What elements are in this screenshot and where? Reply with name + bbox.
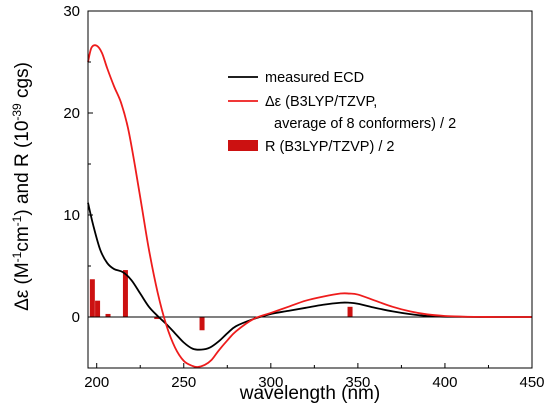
x-axis-label: wavelength (nm) [239,383,380,404]
y-axis-label-part: cgs) [12,62,33,103]
rotational-strength-bar [347,306,353,317]
legend-label-bars: R (B3LYP/TZVP) / 2 [265,139,394,155]
y-tick-label: 30 [63,3,80,20]
y-axis-label-superscript: -1 [10,215,24,226]
legend: measured ECD Δε (B3LYP/TZVP, average of 8 … [228,70,456,155]
legend-label-calculated-cont: average of 8 conformers) / 2 [274,116,456,132]
y-tick-label: 20 [63,105,80,122]
rotational-strength-bar [89,279,95,317]
y-axis-label-superscript: -1 [10,251,24,262]
y-axis-label: Δε (M-1cm-1) and R (10-39 cgs) [10,62,33,311]
plot-frame [87,10,533,369]
y-axis-label-part: Δε (M [12,262,33,311]
y-axis-label-superscript: -39 [10,103,24,121]
x-tick-label: 350 [345,374,370,391]
rotational-strength-bar [95,300,101,317]
rotational-strength-bar [122,270,128,317]
rotational-strength-bar [105,313,111,317]
y-axis-label-part: cm [12,226,33,251]
x-tick-label: 400 [432,374,457,391]
rotational-strength-bar [199,317,205,331]
legend-label-calculated: Δε (B3LYP/TZVP, [265,94,377,110]
legend-swatch-bars [228,140,258,151]
x-tick-label: 200 [84,374,109,391]
calculated-ecd-line [87,44,533,368]
legend-label-measured: measured ECD [265,70,364,86]
rotational-strength-bar [154,317,160,320]
x-tick-label: 250 [171,374,196,391]
y-axis-label-part: ) and R (10 [12,121,33,216]
y-tick-label: 10 [63,207,80,224]
x-tick-label: 450 [519,374,544,391]
y-tick-label: 0 [72,309,80,326]
x-tick-label: 300 [258,374,283,391]
measured-ecd-line [87,202,533,351]
